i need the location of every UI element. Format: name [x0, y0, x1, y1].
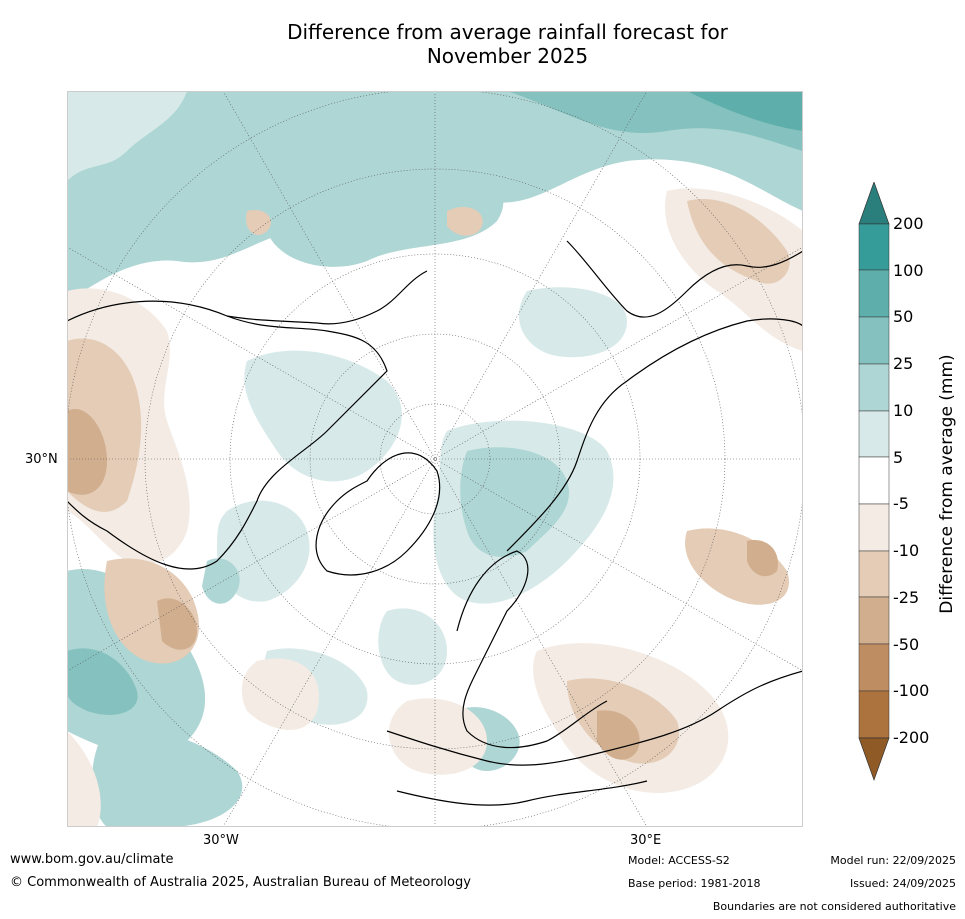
colorbar-swatch	[858, 643, 890, 692]
colorbar-tick: 100	[893, 261, 924, 280]
title-line-2: November 2025	[426, 44, 589, 68]
disclaimer: Boundaries are not considered authoritat…	[712, 900, 956, 913]
colorbar-tick: 25	[893, 354, 914, 373]
colorbar-tick: 5	[893, 448, 904, 467]
colorbar-swatch	[858, 503, 890, 552]
colorbar-swatch	[858, 550, 890, 598]
colorbar-swatch	[858, 223, 890, 271]
colorbar-arrow-bottom	[858, 737, 890, 782]
base-period: Base period: 1981-2018	[628, 877, 761, 890]
graticule	[67, 91, 803, 827]
colorbar-tick: -200	[893, 728, 930, 747]
colorbar-tick: 200	[893, 214, 924, 233]
colorbar-swatch	[858, 410, 890, 458]
colorbar-swatch	[858, 690, 890, 739]
colorbar-swatch	[858, 456, 890, 505]
colorbar-tick: -100	[893, 681, 930, 700]
colorbar-title: Difference from average (mm)	[937, 354, 957, 614]
map-canvas	[67, 91, 803, 827]
lat-label-30n: 30°N	[25, 452, 58, 467]
issued-date: Issued: 24/09/2025	[849, 877, 956, 890]
chart-title: Difference from average rainfall forecas…	[0, 20, 965, 68]
coastlines	[67, 240, 803, 806]
rainfall-anomaly-map	[67, 91, 803, 827]
colorbar-swatch	[858, 363, 890, 412]
colorbar-svg	[858, 180, 890, 782]
colorbar-tick: 10	[893, 401, 914, 420]
colorbar	[858, 180, 890, 782]
colorbar-tick: -25	[893, 588, 920, 607]
website-link[interactable]: www.bom.gov.au/climate	[10, 852, 174, 867]
model-run: Model run: 22/09/2025	[830, 854, 956, 867]
title-line-1: Difference from average rainfall forecas…	[287, 20, 728, 44]
lon-label-30e: 30°E	[630, 833, 662, 848]
colorbar-swatch	[858, 316, 890, 365]
colorbar-swatch	[858, 596, 890, 645]
copyright-text: © Commonwealth of Australia 2025, Austra…	[10, 875, 471, 890]
colorbar-arrow-top	[858, 180, 890, 225]
model-info: Model: ACCESS-S2	[628, 854, 730, 867]
colorbar-tick: 50	[893, 307, 914, 326]
lon-label-30w: 30°W	[203, 833, 239, 848]
colorbar-tick: -10	[893, 541, 920, 560]
colorbar-tick: -50	[893, 635, 920, 654]
anomaly-shading	[67, 91, 803, 827]
colorbar-tick: -5	[893, 494, 909, 513]
colorbar-swatch	[858, 269, 890, 318]
